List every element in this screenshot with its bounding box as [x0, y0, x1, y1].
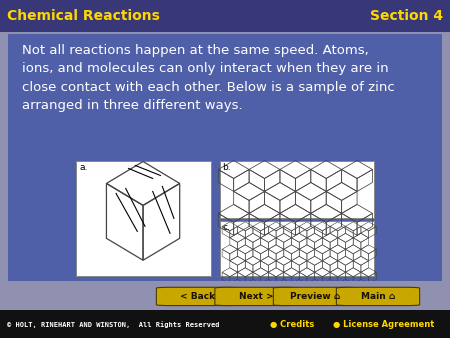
- Text: c.: c.: [222, 223, 230, 232]
- Text: ● Credits: ● Credits: [270, 320, 314, 329]
- Text: Next >: Next >: [239, 292, 274, 301]
- Bar: [220, 162, 374, 218]
- FancyBboxPatch shape: [215, 287, 298, 306]
- Text: a.: a.: [80, 164, 88, 172]
- Text: Main ⌂: Main ⌂: [361, 292, 395, 301]
- Text: Section 4: Section 4: [370, 9, 443, 23]
- Text: © HOLT, RINEHART AND WINSTON,  All Rights Reserved: © HOLT, RINEHART AND WINSTON, All Rights…: [7, 321, 219, 328]
- Text: Not all reactions happen at the same speed. Atoms,
ions, and molecules can only : Not all reactions happen at the same spe…: [22, 44, 394, 112]
- FancyBboxPatch shape: [337, 287, 419, 306]
- Bar: [220, 221, 374, 276]
- Text: b.: b.: [222, 164, 231, 172]
- Text: Preview ⌂: Preview ⌂: [290, 292, 340, 301]
- Text: Chemical Reactions: Chemical Reactions: [7, 9, 160, 23]
- FancyBboxPatch shape: [273, 287, 356, 306]
- Text: < Back: < Back: [180, 292, 216, 301]
- Bar: [76, 162, 211, 276]
- FancyBboxPatch shape: [157, 287, 239, 306]
- Text: ● License Agreement: ● License Agreement: [333, 320, 434, 329]
